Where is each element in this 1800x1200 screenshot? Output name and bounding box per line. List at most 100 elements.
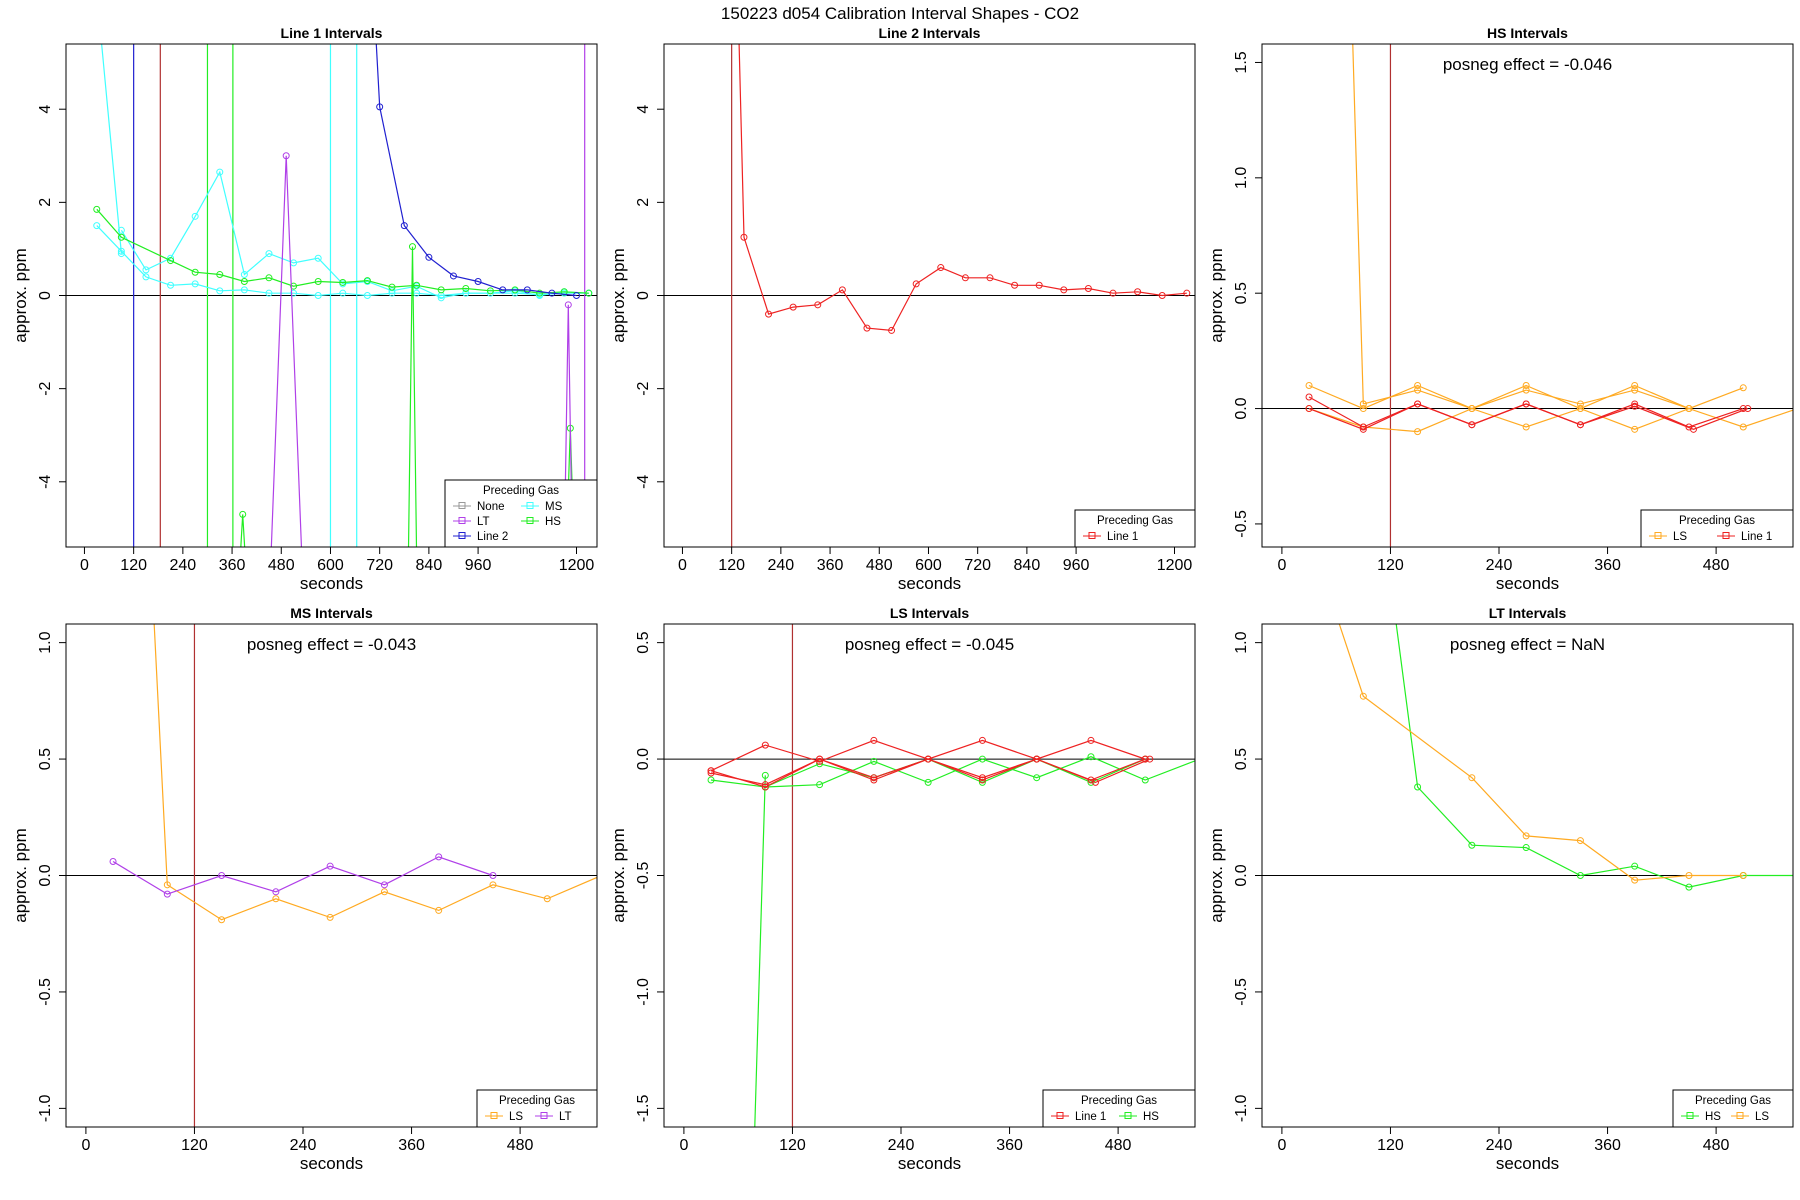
data-point (1522, 386, 1530, 394)
y-tick-label: -1.0 (635, 978, 652, 1006)
legend-label: LS (509, 1111, 523, 1123)
legend-entry: LT (453, 516, 490, 528)
y-tick-label: -0.5 (1233, 510, 1250, 538)
data-point (1631, 862, 1639, 870)
y-axis-label: approx. ppm (11, 248, 30, 343)
data-point (462, 289, 470, 297)
data-point (937, 264, 945, 272)
data-point (163, 890, 171, 898)
legend-entry: Line 1 (1083, 531, 1138, 543)
panel-title: MS Intervals (290, 605, 373, 621)
data-point (1197, 756, 1203, 762)
legend-entry: LS (1731, 1111, 1769, 1123)
series-line-2 (375, 44, 580, 299)
panel-title: LS Intervals (890, 605, 970, 621)
legend-entry: LS (485, 1111, 523, 1123)
data-point (1414, 381, 1422, 389)
data-point (1685, 405, 1693, 413)
x-tick-label: 600 (317, 557, 344, 574)
data-point (978, 736, 986, 744)
data-point (523, 286, 531, 294)
data-point (314, 292, 322, 299)
series-line (112, 856, 494, 895)
legend-label: None (477, 501, 505, 513)
y-tick-label: -1.5 (635, 1094, 652, 1122)
series-lt (109, 853, 497, 898)
legend-title: Preceding Gas (1081, 1095, 1157, 1107)
y-tick-label: 0.5 (1233, 282, 1250, 304)
data-point (1576, 837, 1584, 845)
series-hs (407, 243, 418, 547)
plot-area (66, 44, 597, 547)
y-tick-label: 1.0 (1233, 631, 1250, 653)
data-point (314, 278, 322, 286)
data-point (1576, 400, 1584, 408)
data-point (761, 771, 769, 779)
data-point (1158, 292, 1166, 299)
data-point (1522, 381, 1530, 389)
data-point (924, 755, 932, 763)
legend-swatch-marker (1056, 1112, 1064, 1119)
data-point (789, 303, 797, 311)
legend-label: LT (559, 1111, 572, 1123)
data-point (265, 274, 273, 282)
x-axis-label: seconds (898, 574, 961, 593)
data-point (1689, 425, 1697, 433)
data-point (1305, 381, 1313, 389)
data-point (585, 289, 593, 297)
data-point (380, 881, 388, 889)
data-point (449, 272, 457, 280)
data-point (1359, 423, 1367, 431)
x-tick-label: 240 (290, 1137, 317, 1154)
legend-label: LT (477, 516, 490, 528)
data-point (1631, 386, 1639, 394)
data-point (765, 310, 773, 318)
data-point (388, 283, 396, 291)
y-tick-label: -1.0 (1233, 1094, 1250, 1122)
legend: Preceding Gas LS Line 1 (1640, 509, 1794, 548)
series-line (120, 170, 589, 299)
x-tick-label: 960 (1063, 557, 1090, 574)
data-point (435, 906, 443, 914)
data-point (339, 278, 347, 286)
data-point (1033, 755, 1041, 763)
data-point (816, 760, 824, 768)
data-point (109, 858, 117, 866)
data-point (1414, 386, 1422, 394)
y-tick-label: -2 (635, 381, 652, 395)
plot-area (66, 624, 597, 1127)
x-tick-label: 480 (507, 1137, 534, 1154)
series-ms (101, 44, 125, 258)
x-tick-label: 0 (80, 557, 89, 574)
x-tick-label: 360 (1594, 557, 1621, 574)
plot-frame (663, 623, 1196, 1128)
series-ls (1338, 624, 1747, 884)
data-point (435, 853, 443, 861)
legend-swatch-marker (526, 517, 534, 524)
data-point (117, 233, 125, 241)
data-point (191, 280, 199, 288)
legend-box (1672, 1089, 1794, 1128)
data-point (870, 757, 878, 765)
series-ls (1352, 44, 1367, 408)
x-tick-label: 840 (1014, 557, 1041, 574)
series-line (375, 44, 577, 297)
legend-label: HS (1705, 1111, 1721, 1123)
x-axis-label: seconds (1496, 574, 1559, 593)
data-point (1359, 425, 1367, 433)
data-point (888, 326, 896, 334)
data-point (548, 289, 556, 297)
series-line (96, 225, 589, 297)
posneg-annotation: posneg effect = -0.045 (845, 635, 1014, 654)
legend: Preceding Gas HS LS (1672, 1089, 1794, 1128)
y-tick-label: 0.0 (1233, 397, 1250, 419)
x-tick-label: 240 (1486, 1137, 1513, 1154)
data-point (978, 774, 986, 782)
data-point (363, 292, 371, 299)
x-axis-label: seconds (1496, 1154, 1559, 1173)
series-line (563, 304, 573, 547)
data-point (216, 168, 224, 176)
data-point (240, 278, 248, 286)
plot-frame (1261, 43, 1794, 548)
y-axis-label: approx. ppm (1207, 248, 1226, 343)
